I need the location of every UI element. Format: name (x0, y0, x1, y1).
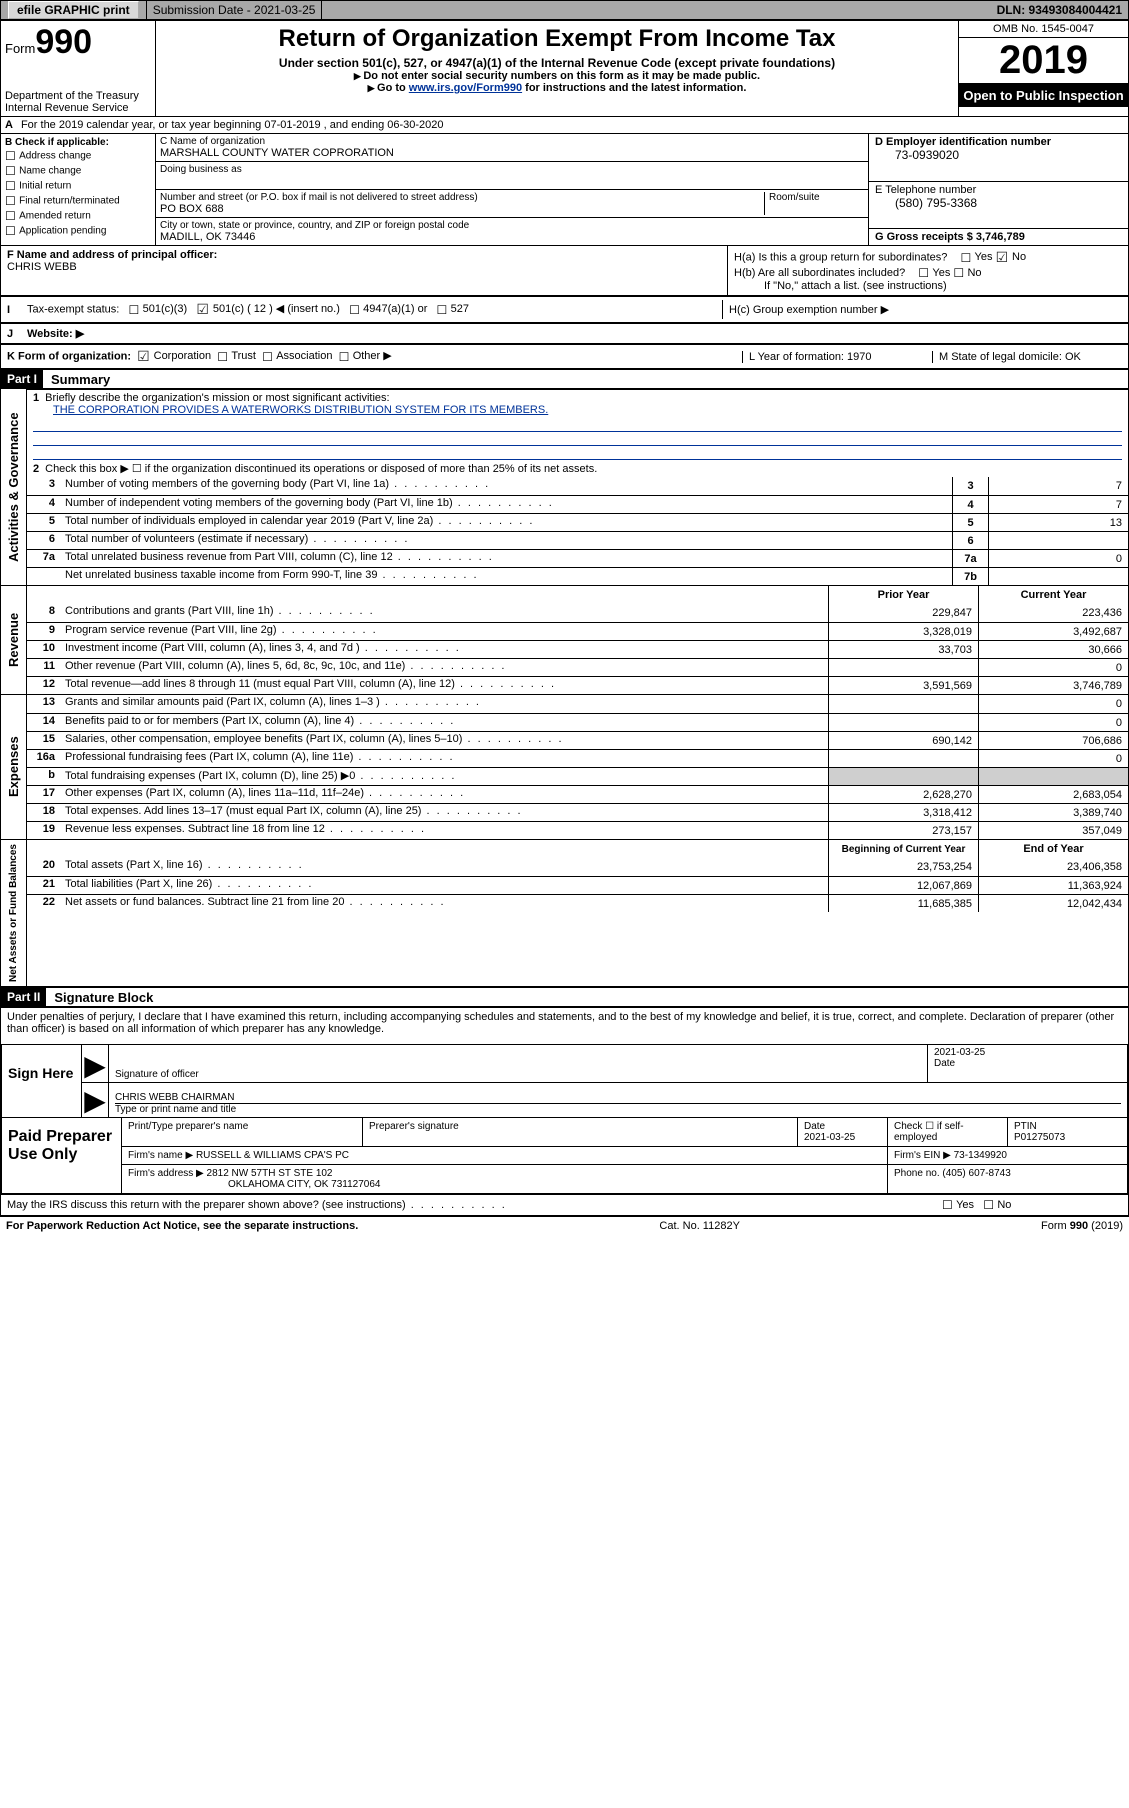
firm-phone: (405) 607-8743 (942, 1168, 1010, 1179)
checkbox-column-b: B Check if applicable: Address change Na… (1, 134, 156, 245)
part2-title: Signature Block (46, 990, 153, 1005)
state-domicile: M State of legal domicile: OK (932, 351, 1122, 363)
website-row: Website: ▶ (27, 327, 1122, 340)
officer-name: CHRIS WEBB CHAIRMAN (115, 1092, 1121, 1104)
chk-4947[interactable]: 4947(a)(1) or (349, 303, 427, 315)
vtab-governance: Activities & Governance (1, 389, 27, 585)
prep-sig-hdr: Preparer's signature (362, 1118, 797, 1146)
phone-label: E Telephone number (875, 184, 1122, 196)
efile-button[interactable]: efile GRAPHIC print (8, 1, 139, 19)
sig-officer-label: Signature of officer (115, 1069, 921, 1080)
sign-arrow-icon: ▶ (82, 1045, 108, 1082)
room-suite: Room/suite (764, 192, 864, 215)
chk-final-return[interactable]: Final return/terminated (5, 194, 151, 208)
po-box: PO BOX 688 (160, 203, 764, 215)
paperwork-notice: For Paperwork Reduction Act Notice, see … (6, 1220, 358, 1232)
firm-addr1: 2812 NW 57TH ST STE 102 (207, 1168, 333, 1179)
ha-no[interactable]: No (996, 251, 1027, 263)
chk-app-pending[interactable]: Application pending (5, 224, 151, 238)
discuss-no[interactable]: No (983, 1199, 1011, 1211)
addr-label: Number and street (or P.O. box if mail i… (160, 192, 764, 203)
submission-date: Submission Date - 2021-03-25 (147, 1, 323, 19)
hdr-prior-year: Prior Year (828, 586, 978, 604)
chk-trust[interactable]: Trust (217, 350, 256, 362)
discuss-row: May the IRS discuss this return with the… (7, 1199, 942, 1211)
chk-501c[interactable]: 501(c) ( 12 ) ◀ (insert no.) (196, 303, 340, 315)
sig-date-label: Date (934, 1058, 1121, 1069)
part1-title: Summary (43, 372, 110, 387)
chk-address-change[interactable]: Address change (5, 149, 151, 163)
top-toolbar: efile GRAPHIC print Submission Date - 20… (0, 0, 1129, 20)
ein-label: D Employer identification number (875, 136, 1122, 148)
cat-no: Cat. No. 11282Y (659, 1220, 740, 1232)
form-id-block: Form990 Department of the Treasury Inter… (1, 21, 156, 116)
firm-addr2: OKLAHOMA CITY, OK 731127064 (228, 1179, 381, 1190)
period-row: AFor the 2019 calendar year, or tax year… (1, 117, 1128, 134)
year-block: OMB No. 1545-0047 2019 Open to Public In… (958, 21, 1128, 116)
chk-527[interactable]: 527 (437, 303, 469, 315)
city-label: City or town, state or province, country… (160, 220, 864, 231)
part1-header: Part I (1, 370, 43, 388)
ha-yes[interactable]: Yes (960, 251, 992, 263)
firm-ein: 73-1349920 (954, 1150, 1007, 1161)
row-i-label: I (7, 304, 27, 316)
discuss-yes[interactable]: Yes (942, 1199, 974, 1211)
line1-desc: Briefly describe the organization's miss… (45, 392, 389, 404)
sign-arrow-icon-2: ▶ (82, 1083, 108, 1117)
chk-initial-return[interactable]: Initial return (5, 179, 151, 193)
chk-amended-return[interactable]: Amended return (5, 209, 151, 223)
mission-text: THE CORPORATION PROVIDES A WATERWORKS DI… (53, 404, 548, 416)
hc-row: H(c) Group exemption number ▶ (722, 300, 1122, 319)
chk-501c3[interactable]: 501(c)(3) (129, 303, 188, 315)
hb-no[interactable]: No (953, 267, 981, 279)
chk-corp[interactable]: Corporation (137, 350, 211, 362)
part2-header: Part II (1, 988, 46, 1006)
chk-assoc[interactable]: Association (262, 350, 332, 362)
prep-name-hdr: Print/Type preparer's name (122, 1118, 362, 1146)
self-employed-chk[interactable]: Check ☐ if self-employed (887, 1118, 1007, 1146)
perjury-text: Under penalties of perjury, I declare th… (1, 1007, 1128, 1038)
officer-block: F Name and address of principal officer:… (1, 246, 728, 295)
vtab-revenue: Revenue (1, 586, 27, 694)
hdr-beginning: Beginning of Current Year (828, 840, 978, 858)
ptin-value: P01275073 (1014, 1132, 1065, 1143)
dba-label: Doing business as (160, 164, 864, 175)
org-name-label: C Name of organization (160, 136, 864, 147)
type-print-label: Type or print name and title (115, 1104, 1121, 1115)
row-j-label: J (7, 328, 27, 340)
phone-value: (580) 795-3368 (875, 196, 1122, 210)
page-title: Return of Organization Exempt From Incom… (162, 25, 952, 53)
line2-desc: Check this box ▶ ☐ if the organization d… (45, 463, 597, 475)
sign-here-label: Sign Here (2, 1045, 82, 1117)
paid-preparer-label: Paid Preparer Use Only (2, 1118, 122, 1193)
hb-yes[interactable]: Yes (918, 267, 950, 279)
chk-other[interactable]: Other ▶ (339, 350, 392, 362)
form-org-row: K Form of organization: Corporation Trus… (7, 348, 742, 365)
vtab-net-assets: Net Assets or Fund Balances (1, 840, 27, 986)
form-title-block: Return of Organization Exempt From Incom… (156, 21, 958, 116)
hdr-current-year: Current Year (978, 586, 1128, 604)
irs-link[interactable]: www.irs.gov/Form990 (409, 82, 522, 94)
chk-name-change[interactable]: Name change (5, 164, 151, 178)
firm-name: RUSSELL & WILLIAMS CPA'S PC (196, 1150, 349, 1161)
org-name: MARSHALL COUNTY WATER COPRORATION (160, 147, 864, 159)
ein-value: 73-0939020 (875, 148, 1122, 162)
tax-exempt-row: Tax-exempt status: 501(c)(3) 501(c) ( 12… (27, 301, 722, 318)
city-value: MADILL, OK 73446 (160, 231, 864, 243)
form-footer: Form 990 (2019) (1041, 1220, 1123, 1232)
hdr-end-year: End of Year (978, 840, 1128, 858)
gross-receipts: G Gross receipts $ 3,746,789 (875, 231, 1122, 243)
vtab-expenses: Expenses (1, 695, 27, 839)
sig-date-value: 2021-03-25 (934, 1047, 1121, 1058)
year-formation: L Year of formation: 1970 (742, 351, 932, 363)
dln-label: DLN: 93493084004421 (991, 1, 1128, 19)
group-return-block: H(a) Is this a group return for subordin… (728, 246, 1128, 295)
